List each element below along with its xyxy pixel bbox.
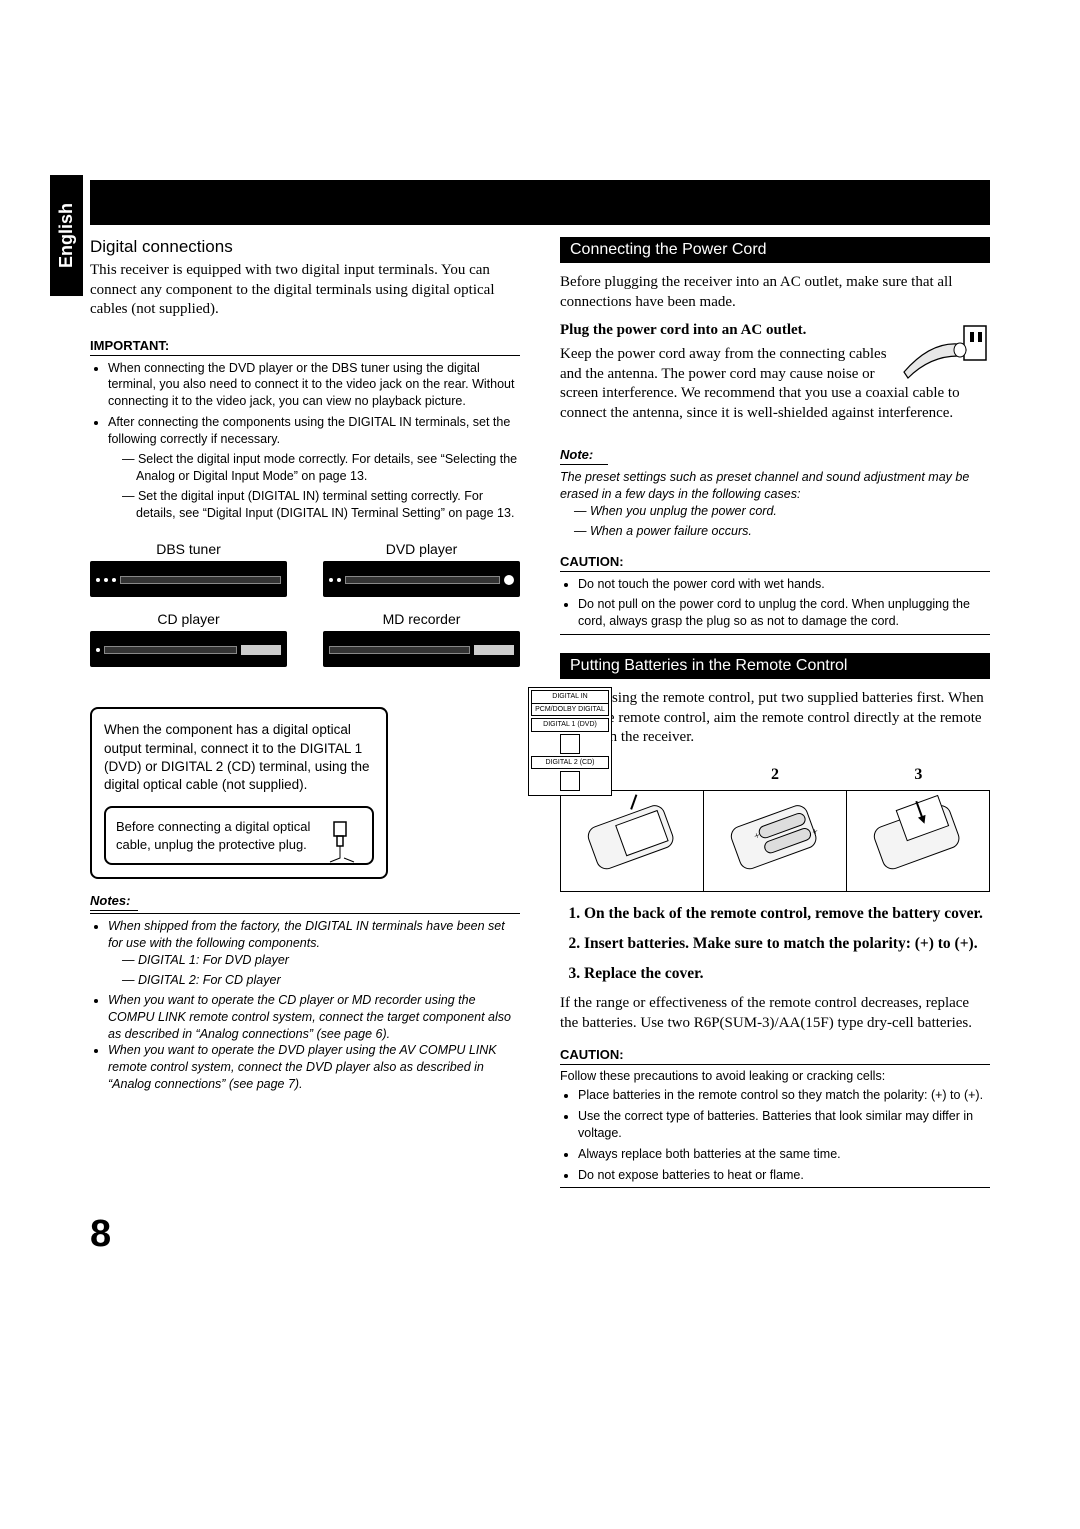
fig-num-3: 3 <box>847 766 990 784</box>
note-text: The preset settings such as preset chann… <box>560 469 990 503</box>
battery-step-1 <box>561 791 704 891</box>
caution2-intro: Follow these precautions to avoid leakin… <box>560 1069 990 1083</box>
plug-icon <box>320 818 366 864</box>
caution-item: Do not expose batteries to heat or flame… <box>578 1167 990 1184</box>
device-illustration <box>323 561 520 597</box>
device-label: DVD player <box>323 541 520 557</box>
important-item-text: After connecting the components using th… <box>108 415 510 446</box>
note-subitem: — DIGITAL 1: For DVD player <box>122 952 520 969</box>
important-label: IMPORTANT: <box>90 338 520 356</box>
batt-intro: Before using the remote control, put two… <box>560 689 990 748</box>
caution-item: Do not pull on the power cord to unplug … <box>578 596 990 630</box>
important-subitem: — Select the digital input mode correctl… <box>122 451 520 485</box>
battery-figure: ++ <box>560 790 990 892</box>
note-item: When shipped from the factory, the DIGIT… <box>108 918 520 989</box>
battery-steps: On the back of the remote control, remov… <box>560 904 990 984</box>
note-label: Note: <box>560 447 608 465</box>
device-label: DBS tuner <box>90 541 287 557</box>
caution-label: CAUTION: <box>560 554 990 572</box>
note-text: When shipped from the factory, the DIGIT… <box>108 919 505 950</box>
terminal-header: DIGITAL IN <box>531 690 609 703</box>
device-label: MD recorder <box>323 611 520 627</box>
page-number: 8 <box>90 1213 520 1256</box>
caution-item: Do not touch the power cord with wet han… <box>578 576 990 593</box>
terminal-block: DIGITAL IN PCM/DOLBY DIGITAL DIGITAL 1 (… <box>528 687 612 796</box>
fig-num-2: 2 <box>703 766 846 784</box>
caution-list-1: Do not touch the power cord with wet han… <box>560 576 990 631</box>
device-label: CD player <box>90 611 287 627</box>
battery-step-2: ++ <box>704 791 847 891</box>
important-item: When connecting the DVD player or the DB… <box>108 360 520 411</box>
terminal-port1-label: DIGITAL 1 (DVD) <box>531 718 609 731</box>
note-item: When you want to operate the CD player o… <box>108 992 520 1043</box>
header-bar <box>90 180 990 225</box>
device-illustration <box>323 631 520 667</box>
notes-label: Notes: <box>90 893 138 911</box>
power-plug-illustration <box>900 322 990 382</box>
step-1: On the back of the remote control, remov… <box>584 904 990 924</box>
device-illustration <box>90 561 287 597</box>
device-row-1: DBS tuner DVD player <box>90 541 520 597</box>
language-tab: English <box>50 175 83 296</box>
device-md: MD recorder <box>323 611 520 667</box>
caution-label-2: CAUTION: <box>560 1047 990 1065</box>
step-3: Replace the cover. <box>584 964 990 984</box>
device-dvd: DVD player <box>323 541 520 597</box>
divider <box>90 913 520 914</box>
batt-replace-body: If the range or effectiveness of the rem… <box>560 994 990 1033</box>
callout-box: When the component has a digital optical… <box>90 707 388 879</box>
step-2: Insert batteries. Make sure to match the… <box>584 934 990 954</box>
device-illustration <box>90 631 287 667</box>
caution-item: Place batteries in the remote control so… <box>578 1087 990 1104</box>
power-cord-heading: Connecting the Power Cord <box>560 237 990 263</box>
note-item: When you want to operate the DVD player … <box>108 1042 520 1093</box>
caution-item: Always replace both batteries at the sam… <box>578 1146 990 1163</box>
terminal-port-icon <box>560 734 580 754</box>
note-subitem: — When a power failure occurs. <box>574 523 990 540</box>
note-subitem: — When you unplug the power cord. <box>574 503 990 520</box>
callout-inner-box: Before connecting a digital optical cabl… <box>104 806 374 865</box>
caution-list-2: Place batteries in the remote control so… <box>560 1087 990 1183</box>
left-column: Digital connections This receiver is equ… <box>90 237 520 1256</box>
device-dbs: DBS tuner <box>90 541 287 597</box>
important-item: After connecting the components using th… <box>108 414 520 521</box>
device-row-2: CD player MD recorder <box>90 611 520 667</box>
note-subitem: — DIGITAL 2: For CD player <box>122 972 520 989</box>
important-list: When connecting the DVD player or the DB… <box>90 360 520 522</box>
digital-connections-heading: Digital connections <box>90 237 520 257</box>
terminal-port2-label: DIGITAL 2 (CD) <box>531 756 609 769</box>
note-body: The preset settings such as preset chann… <box>560 469 990 540</box>
important-subitem: — Set the digital input (DIGITAL IN) ter… <box>122 488 520 522</box>
manual-page: English Digital connections This receive… <box>90 180 990 1256</box>
terminal-sub: PCM/DOLBY DIGITAL <box>531 704 609 716</box>
terminal-port-icon <box>560 771 580 791</box>
divider <box>560 1187 990 1188</box>
batteries-heading: Putting Batteries in the Remote Control <box>560 653 990 679</box>
right-column: Connecting the Power Cord Before pluggin… <box>560 237 990 1256</box>
callout-inner-text: Before connecting a digital optical cabl… <box>116 819 310 852</box>
caution-item: Use the correct type of batteries. Batte… <box>578 1108 990 1142</box>
digital-connections-body: This receiver is equipped with two digit… <box>90 261 520 320</box>
notes-section: When shipped from the factory, the DIGIT… <box>90 918 520 1093</box>
divider <box>560 634 990 635</box>
device-cd: CD player <box>90 611 287 667</box>
battery-step-3 <box>847 791 989 891</box>
power-intro: Before plugging the receiver into an AC … <box>560 273 990 312</box>
callout-text: When the component has a digital optical… <box>104 721 374 794</box>
